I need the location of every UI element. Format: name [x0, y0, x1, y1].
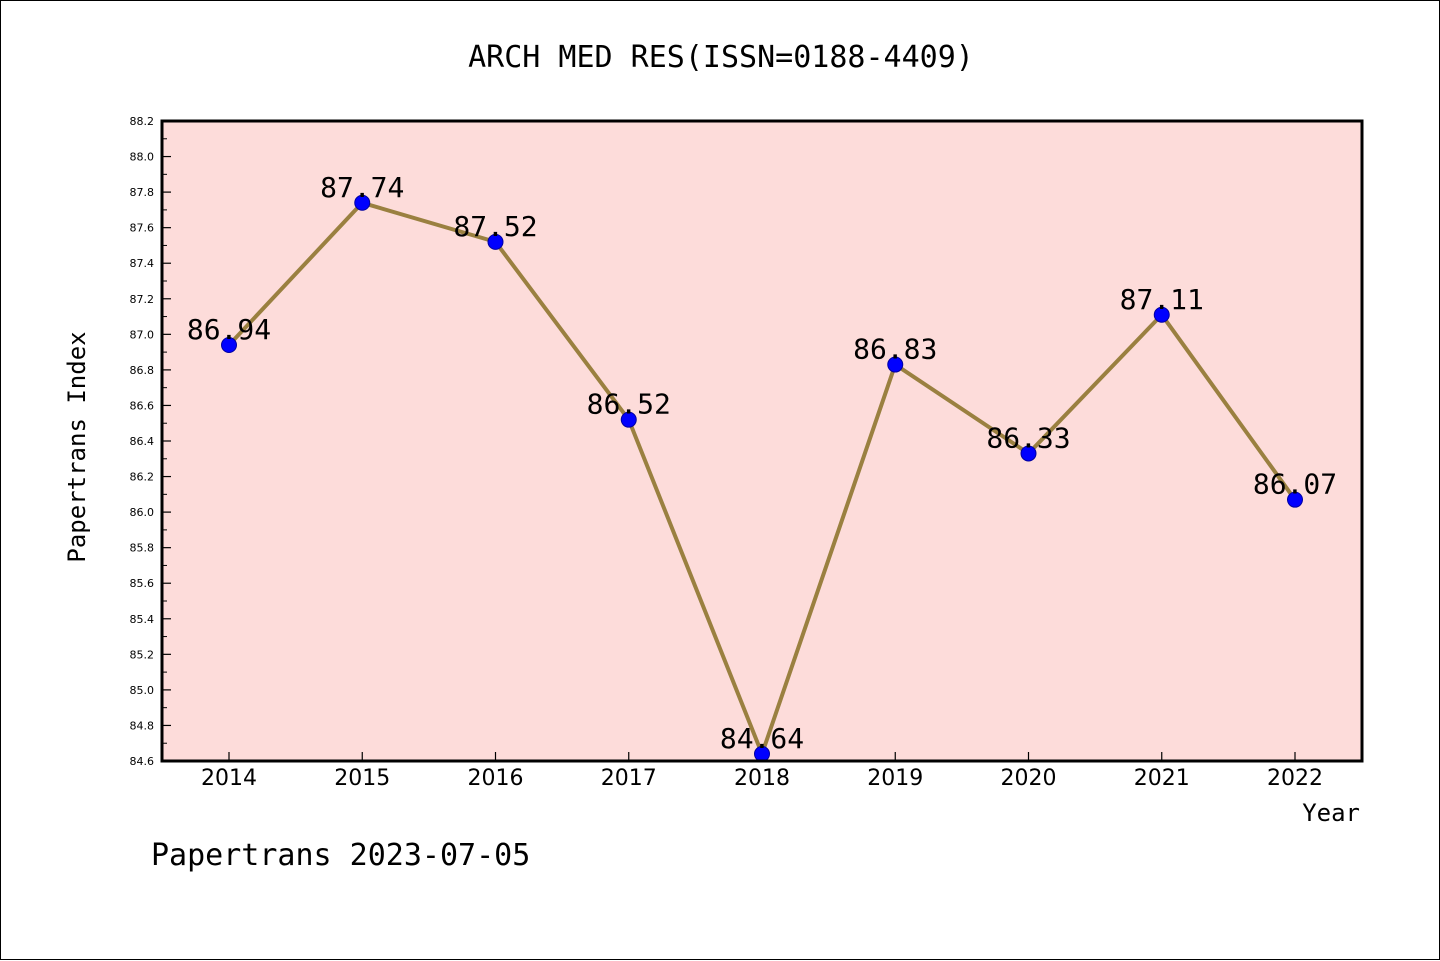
y-tick-label: 86.4	[130, 435, 155, 448]
y-tick-label: 88.0	[130, 151, 155, 164]
data-point-label: 86.94	[187, 313, 271, 346]
chart-title: ARCH MED RES(ISSN=0188-4409)	[468, 40, 974, 75]
data-point-label: 87.74	[320, 171, 404, 204]
data-point-marker	[1020, 445, 1037, 462]
y-tick-label: 85.2	[130, 648, 155, 661]
y-tick-label: 87.8	[130, 186, 155, 199]
y-tick-label: 86.8	[130, 364, 155, 377]
data-point-label: 84.64	[720, 722, 804, 755]
x-tick-label: 2021	[1134, 766, 1190, 791]
x-axis-ticks: 2014 2015 2016 2017 2018 2019 2020 2021 2022	[201, 752, 1323, 791]
x-tick-label: 2014	[201, 766, 257, 791]
y-tick-label: 86.2	[130, 471, 155, 484]
data-point-label: 87.52	[453, 210, 537, 243]
y-tick-label: 87.6	[130, 222, 155, 235]
data-point-label: 86.52	[587, 388, 671, 421]
x-tick-label: 2019	[867, 766, 923, 791]
data-labels: 86.94 87.74 87.52 86.52 84.64 86.83 86.33 87.11…	[187, 171, 1337, 755]
data-point-marker	[354, 194, 371, 211]
y-tick-label: 86.0	[130, 506, 155, 519]
plot-border	[160, 119, 1364, 763]
data-point-marker	[887, 356, 904, 373]
x-tick-label: 2022	[1267, 766, 1323, 791]
data-point-marker	[221, 337, 237, 353]
data-point-marker	[1287, 491, 1303, 508]
y-tick-label: 87.0	[130, 328, 155, 341]
data-point-marker	[1153, 306, 1170, 323]
y-tick-label: 85.8	[130, 542, 155, 555]
y-tick-label: 87.2	[130, 293, 155, 306]
x-tick-label: 2020	[1001, 766, 1057, 791]
y-tick-label: 84.8	[130, 719, 155, 732]
x-tick-label: 2016	[468, 766, 524, 791]
y-tick-label: 85.6	[130, 577, 155, 590]
data-point-label: 87.11	[1120, 283, 1204, 316]
plot-area	[162, 121, 1362, 761]
y-tick-label: 88.2	[130, 115, 155, 128]
x-tick-label: 2015	[334, 766, 390, 791]
y-tick-label: 84.6	[130, 755, 155, 768]
x-axis-label: Year	[1302, 799, 1360, 827]
footer-text: Papertrans 2023-07-05	[151, 838, 530, 873]
data-point-label: 86.33	[986, 421, 1070, 454]
y-tick-label: 86.6	[130, 399, 155, 412]
y-axis-label: Papertrans Index	[63, 331, 91, 562]
y-tick-label: 85.4	[130, 613, 155, 626]
x-tick-label: 2017	[601, 766, 657, 791]
x-tick-label: 2018	[734, 766, 790, 791]
y-tick-label: 87.4	[130, 257, 155, 270]
y-tick-label: 85.0	[130, 684, 155, 697]
data-point-label: 86.07	[1253, 468, 1337, 501]
data-point-label: 86.83	[853, 333, 937, 366]
data-point-marker	[620, 411, 637, 428]
series-group	[221, 194, 1303, 762]
y-axis-ticks: 84.6 84.8 85.0 85.2 85.4 85.6 85.8 86.0 86.2 86.4…	[130, 115, 171, 768]
data-point-marker	[487, 233, 504, 250]
